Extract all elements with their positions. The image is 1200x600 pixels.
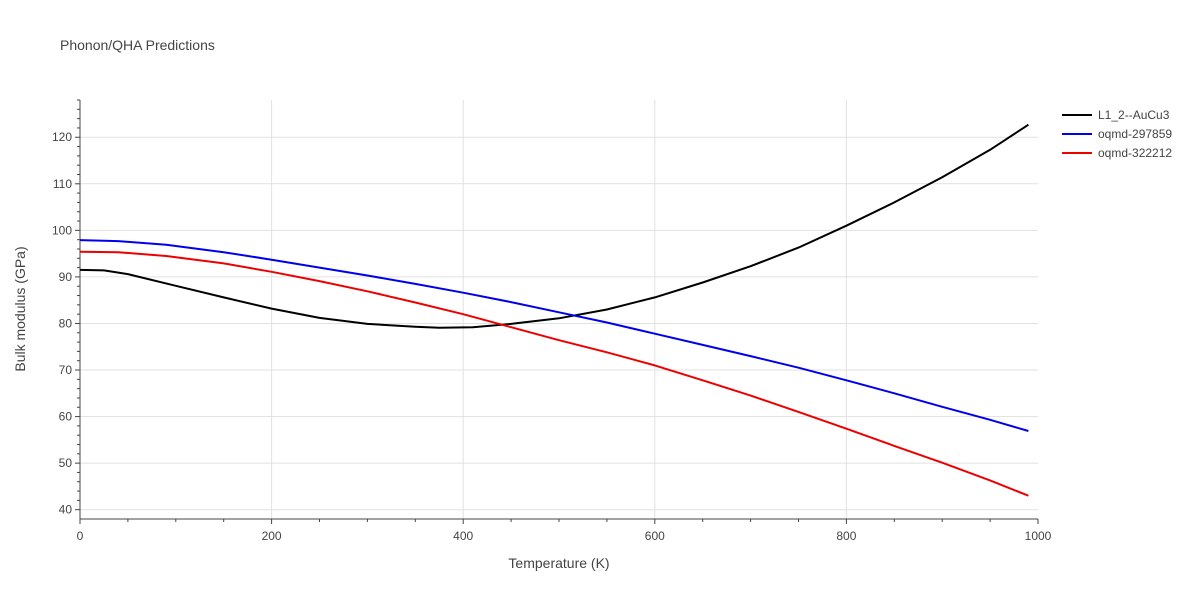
y-tick-label: 120 — [52, 130, 72, 144]
series-line-2 — [79, 250, 1029, 497]
x-tick-label: 1000 — [1025, 529, 1052, 543]
x-tick-label: 400 — [453, 529, 473, 543]
y-tick-label: 90 — [59, 270, 73, 284]
legend: L1_2--AuCu3 oqmd-297859 oqmd-322212 — [1062, 108, 1172, 160]
x-tick-label: 200 — [262, 529, 282, 543]
y-tick-label: 60 — [59, 410, 73, 424]
chart-title: Phonon/QHA Predictions — [60, 37, 215, 53]
legend-label-1: oqmd-297859 — [1098, 127, 1172, 141]
y-tick-label: 50 — [59, 456, 73, 470]
grid — [80, 100, 1038, 519]
x-tick-label: 800 — [836, 529, 856, 543]
y-tick-label: 100 — [52, 223, 72, 237]
y-tick-label: 70 — [59, 363, 73, 377]
tick-labels: 40 50 60 70 80 90 100 110 120 0 200 400 600 800 1000 — [52, 130, 1052, 543]
x-tick-label: 600 — [645, 529, 665, 543]
series-line-0 — [79, 123, 1029, 329]
x-axis-title: Temperature (K) — [508, 555, 609, 571]
y-axis-title: Bulk modulus (GPa) — [12, 246, 28, 371]
axes — [75, 99, 1039, 524]
plot-area — [79, 123, 1029, 497]
y-tick-label: 80 — [59, 316, 73, 330]
series-line-1 — [79, 239, 1029, 432]
x-tick-label: 0 — [77, 529, 84, 543]
legend-label-2: oqmd-322212 — [1098, 146, 1172, 160]
legend-label-0: L1_2--AuCu3 — [1098, 108, 1170, 122]
y-tick-label: 40 — [59, 503, 73, 517]
y-tick-label: 110 — [53, 177, 72, 191]
